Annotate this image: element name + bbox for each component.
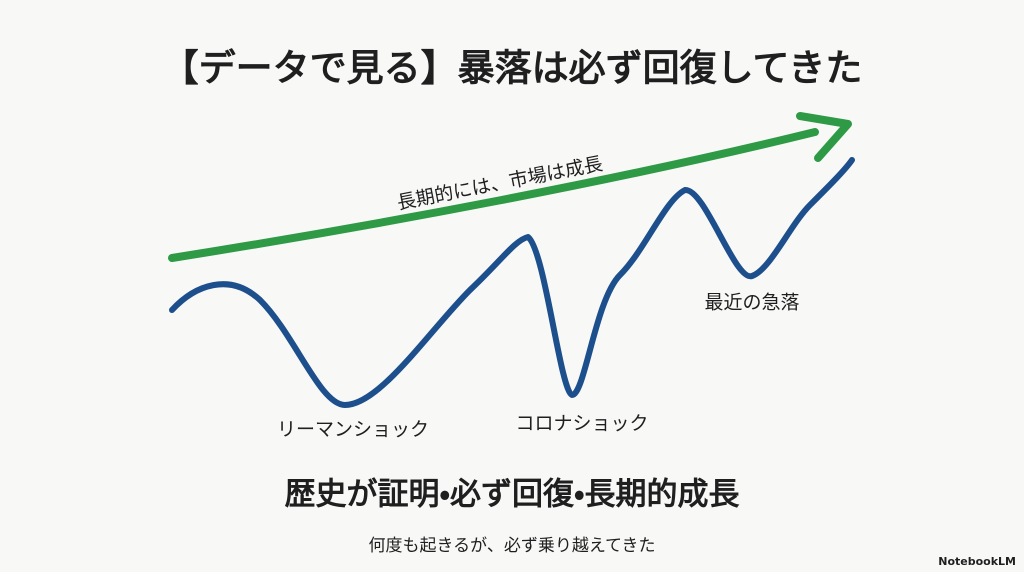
trend-arrow xyxy=(168,128,819,262)
market-line xyxy=(169,157,855,408)
event-label: 最近の急落 xyxy=(704,292,799,314)
arrow-head xyxy=(796,112,852,162)
headline: 歴史が証明・必ず回復・長期的成長 xyxy=(284,477,739,513)
title: 【データで見る】暴落は必ず回復してきた xyxy=(162,47,863,90)
watermark: NotebookLM xyxy=(938,555,1016,568)
event-label: コロナショック xyxy=(515,413,648,435)
event-label: リーマンショック xyxy=(277,419,429,441)
caption: 何度も起きるが、必ず乗り越えてきた xyxy=(369,536,656,556)
